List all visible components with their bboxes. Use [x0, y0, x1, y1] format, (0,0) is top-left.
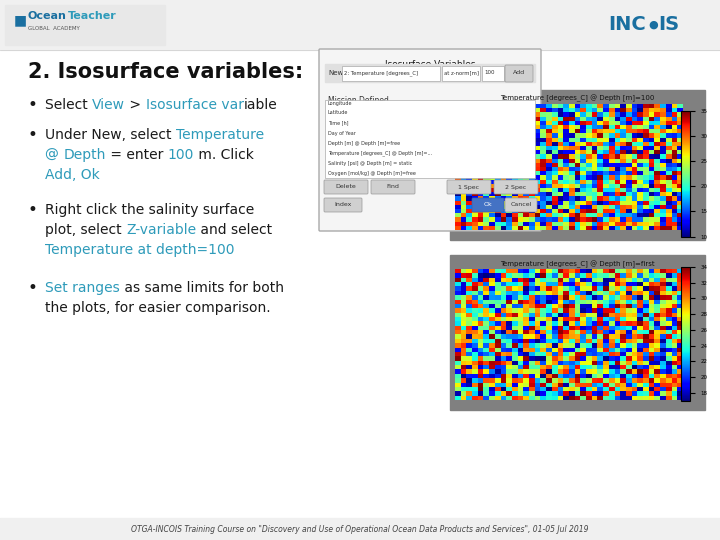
Text: Add: Add	[513, 71, 525, 76]
FancyBboxPatch shape	[324, 180, 368, 194]
Text: 2. Isosurface variables:: 2. Isosurface variables:	[28, 62, 303, 82]
Text: iable: iable	[243, 98, 277, 112]
Text: Depth [m] @ Depth [m]=free: Depth [m] @ Depth [m]=free	[328, 140, 400, 145]
Text: Time [h]: Time [h]	[328, 120, 348, 125]
Text: Under New, select: Under New, select	[45, 128, 176, 142]
Text: 1 Spec: 1 Spec	[459, 185, 480, 190]
Text: View: View	[92, 98, 125, 112]
Text: Right click the salinity surface: Right click the salinity surface	[45, 203, 254, 217]
Text: 2 Spec: 2 Spec	[505, 185, 526, 190]
Text: Salinity [psl] @ Depth [m] = static: Salinity [psl] @ Depth [m] = static	[328, 160, 413, 165]
FancyBboxPatch shape	[324, 198, 362, 212]
Text: Mission Defined: Mission Defined	[328, 96, 389, 105]
FancyBboxPatch shape	[472, 198, 504, 212]
Bar	[342, 66, 440, 81]
Text: as same limits for both: as same limits for both	[120, 281, 284, 295]
Text: Index: Index	[334, 202, 351, 207]
FancyBboxPatch shape	[319, 49, 541, 231]
Text: and select: and select	[196, 223, 272, 237]
Text: Set ranges: Set ranges	[45, 281, 120, 295]
FancyBboxPatch shape	[505, 198, 537, 212]
Text: OTGA-INCOIS Training Course on "Discovery and Use of Operational Ocean Data Prod: OTGA-INCOIS Training Course on "Discover…	[131, 524, 589, 534]
FancyBboxPatch shape	[494, 180, 538, 194]
FancyBboxPatch shape	[505, 65, 533, 82]
Text: plot, select: plot, select	[45, 223, 126, 237]
Text: Latitude: Latitude	[328, 111, 348, 116]
Text: •: •	[28, 96, 38, 114]
Text: ■: ■	[14, 13, 27, 27]
Text: New: New	[328, 70, 343, 76]
Text: Isosurface Variables: Isosurface Variables	[384, 60, 475, 69]
Text: IS: IS	[658, 16, 679, 35]
Text: 100: 100	[167, 148, 194, 162]
Bar	[450, 90, 705, 240]
Text: Isosurface var: Isosurface var	[145, 98, 243, 112]
Text: = enter: = enter	[106, 148, 167, 162]
Text: @: @	[45, 148, 63, 162]
Bar	[325, 100, 535, 178]
Text: Select: Select	[45, 98, 92, 112]
Text: 100: 100	[484, 71, 495, 76]
FancyBboxPatch shape	[447, 180, 491, 194]
Text: the plots, for easier comparison.: the plots, for easier comparison.	[45, 301, 271, 315]
Text: ●: ●	[648, 20, 658, 30]
Text: >: >	[125, 98, 145, 112]
Bar	[482, 66, 504, 81]
Text: GLOBAL  ACADEMY: GLOBAL ACADEMY	[28, 25, 80, 30]
Text: Temperature: Temperature	[176, 128, 264, 142]
Bar	[0, 0, 720, 50]
Text: Temperature [degrees_C] @ Depth [m]=100: Temperature [degrees_C] @ Depth [m]=100	[500, 95, 654, 103]
Text: 2: Temperature [degrees_C]: 2: Temperature [degrees_C]	[344, 70, 418, 76]
Text: •: •	[28, 126, 38, 144]
Text: at z-norm[m]: at z-norm[m]	[444, 71, 479, 76]
Text: Z-variable: Z-variable	[126, 223, 196, 237]
Text: Ok: Ok	[484, 202, 492, 207]
Text: Add, Ok: Add, Ok	[45, 168, 100, 182]
Text: Delete: Delete	[336, 185, 356, 190]
Text: Temperature [degrees_C] @ Depth [m]=first: Temperature [degrees_C] @ Depth [m]=firs…	[500, 260, 654, 267]
Text: Cancel: Cancel	[510, 202, 531, 207]
Text: Longitude: Longitude	[328, 100, 353, 105]
Text: Ocean: Ocean	[28, 11, 67, 21]
Text: INC: INC	[608, 16, 646, 35]
Bar	[442, 66, 480, 81]
Bar	[325, 64, 535, 82]
Text: •: •	[28, 279, 38, 297]
Bar	[0, 518, 720, 540]
Bar	[600, 3, 715, 47]
Text: m. Click: m. Click	[194, 148, 253, 162]
Text: Find: Find	[387, 185, 400, 190]
Text: •: •	[28, 201, 38, 219]
FancyBboxPatch shape	[371, 180, 415, 194]
Bar	[450, 255, 705, 410]
Text: Day of Year: Day of Year	[328, 131, 356, 136]
Text: Teacher: Teacher	[68, 11, 117, 21]
Text: Temperature [degrees_C] @ Depth [m]=...: Temperature [degrees_C] @ Depth [m]=...	[328, 150, 432, 156]
Text: Oxygen [mol/kg] @ Depth [m]=free: Oxygen [mol/kg] @ Depth [m]=free	[328, 171, 416, 176]
Bar	[5, 5, 165, 45]
Text: Temperature at depth=100: Temperature at depth=100	[45, 243, 235, 257]
Text: Depth: Depth	[63, 148, 106, 162]
